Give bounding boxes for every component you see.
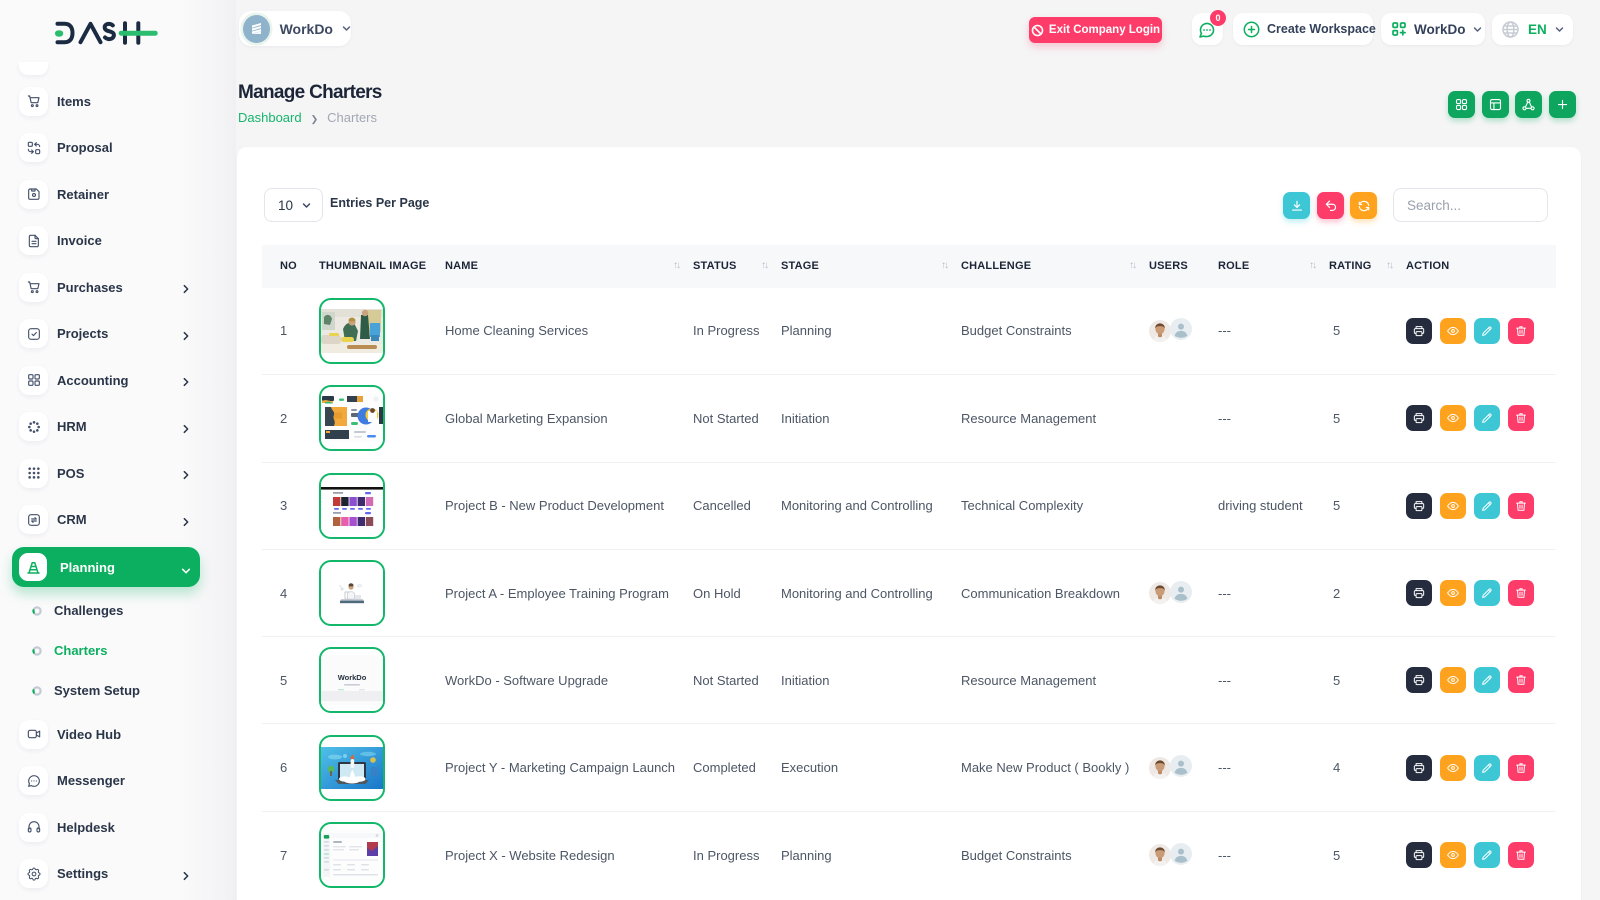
svg-text:WorkDo: WorkDo — [338, 673, 367, 682]
